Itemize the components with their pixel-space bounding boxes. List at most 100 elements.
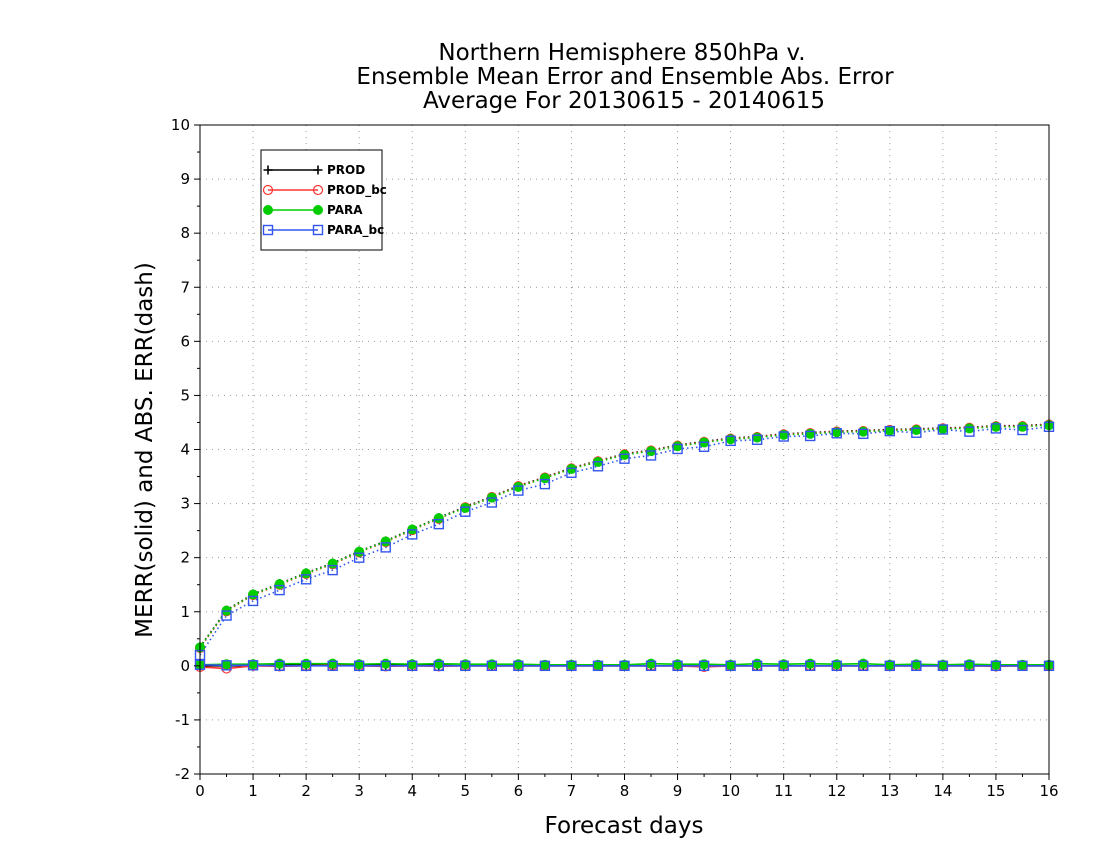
point-para-bc-mean-error	[486, 660, 498, 672]
point-para-bc-mean-error	[964, 660, 975, 672]
x-tick-label: 12	[827, 782, 846, 800]
series-line-para-bc-abs-error	[199, 425, 1050, 656]
point-para-bc-abs-error	[805, 430, 816, 442]
series-lines	[199, 423, 1050, 670]
legend-marker-prod-bc	[262, 184, 274, 196]
point-para-bc-mean-error	[619, 660, 630, 672]
legend-marker-para	[313, 205, 323, 215]
y-axis-label: MERR(solid) and ABS. ERR(dash)	[132, 262, 158, 638]
point-para-bc-mean-error	[645, 660, 657, 672]
point-para-bc-mean-error	[725, 660, 736, 672]
point-para-bc-abs-error	[221, 610, 232, 621]
point-para-bc-abs-error	[539, 478, 551, 490]
title-line-3: Average For 20130615 - 20140615	[423, 88, 825, 114]
point-para-bc-mean-error	[433, 660, 444, 672]
x-tick-label: 11	[774, 782, 793, 800]
point-para-mean-error	[380, 658, 391, 669]
point-para-mean-error	[646, 658, 657, 669]
point-para-bc-abs-error	[911, 427, 922, 438]
y-tick-label: 8	[180, 224, 190, 242]
x-tick-label: 1	[248, 782, 258, 800]
y-tick-label: 2	[180, 549, 190, 567]
y-tick-label: 6	[180, 332, 190, 350]
point-para-bc-abs-error	[513, 485, 524, 496]
point-para-abs-error	[327, 558, 338, 569]
y-tick-label: 0	[180, 657, 190, 675]
point-para-bc-abs-error	[990, 423, 1002, 434]
title-line-2: Ensemble Mean Error and Ensemble Abs. Er…	[356, 64, 894, 90]
point-para-abs-error	[566, 463, 577, 474]
point-para-abs-error	[858, 426, 869, 437]
point-para-bc-mean-error	[592, 660, 604, 672]
point-para-bc-abs-error	[407, 529, 418, 540]
point-para-bc-abs-error	[327, 564, 338, 576]
point-para-abs-error	[433, 513, 444, 524]
point-para-mean-error	[752, 658, 763, 669]
point-para-bc-abs-error	[751, 434, 763, 445]
legend: PROD PROD_bc PARA PARA_bc	[260, 149, 387, 251]
point-para-bc-mean-error	[566, 660, 577, 672]
point-para-bc-abs-error	[725, 435, 736, 447]
y-tick-label: 10	[171, 116, 190, 134]
x-tick-label: 16	[1039, 782, 1058, 800]
legend-marker-prod	[313, 165, 323, 175]
point-para-bc-abs-error	[353, 552, 365, 563]
point-para-mean-error	[327, 658, 338, 669]
legend-marker-prod-bc	[312, 184, 324, 196]
point-para-abs-error	[354, 546, 365, 557]
point-para-abs-error	[964, 423, 975, 434]
point-para-abs-error	[884, 425, 895, 436]
point-para-bc-mean-error	[937, 660, 949, 672]
legend-marker-para-bc	[312, 224, 324, 236]
point-para-bc-mean-error	[698, 660, 710, 672]
point-para-bc-mean-error	[831, 660, 842, 672]
legend-marker-prod	[263, 165, 273, 175]
x-tick-label: 2	[301, 782, 311, 800]
point-para-bc-mean-error	[460, 660, 471, 672]
point-para-abs-error	[274, 579, 285, 590]
point-para-bc-mean-error	[672, 660, 683, 672]
point-para-mean-error	[433, 658, 444, 669]
point-para-bc-abs-error	[937, 424, 949, 435]
x-tick-label: 9	[673, 782, 683, 800]
point-para-abs-error	[619, 449, 630, 460]
y-tick-label: 9	[180, 170, 190, 188]
x-tick-label: 10	[721, 782, 740, 800]
point-para-bc-mean-error	[778, 660, 789, 672]
point-para-mean-error	[858, 658, 869, 669]
x-tick-label: 13	[880, 782, 899, 800]
point-para-bc-abs-error	[380, 542, 391, 553]
point-para-abs-error	[301, 568, 312, 579]
y-tick-label: 1	[180, 603, 190, 621]
point-para-bc-abs-error	[831, 428, 842, 439]
point-para-bc-mean-error	[327, 660, 338, 672]
point-para-bc-abs-error	[247, 595, 259, 607]
point-para-mean-error	[301, 658, 312, 669]
point-para-bc-abs-error	[645, 450, 657, 461]
point-para-bc-abs-error	[858, 428, 869, 440]
point-para-bc-mean-error	[1017, 660, 1028, 672]
legend-label-para-bc: PARA_bc	[327, 223, 384, 238]
point-para-abs-error	[380, 536, 391, 547]
y-tick-label: 7	[180, 278, 190, 296]
x-tick-label: 15	[986, 782, 1005, 800]
legend-label-prod: PROD	[327, 163, 365, 177]
point-para-bc-abs-error	[778, 431, 789, 442]
point-para-bc-abs-error	[884, 425, 896, 437]
y-tick-label: 4	[180, 441, 190, 459]
point-para-bc-abs-error	[698, 441, 710, 452]
point-para-mean-error	[274, 658, 285, 669]
legend-label-prod-bc: PROD_bc	[327, 183, 387, 198]
point-para-abs-error	[248, 589, 259, 600]
legend-marker-para	[263, 205, 273, 215]
point-para-bc-abs-error	[964, 426, 975, 437]
point-para-abs-error	[672, 441, 683, 452]
point-para-bc-mean-error	[380, 660, 391, 672]
series-markers	[194, 419, 1055, 674]
point-para-bc-abs-error	[460, 506, 471, 517]
point-para-bc-mean-error	[990, 660, 1002, 672]
point-para-abs-error	[752, 432, 763, 443]
point-para-bc-mean-error	[884, 660, 896, 672]
